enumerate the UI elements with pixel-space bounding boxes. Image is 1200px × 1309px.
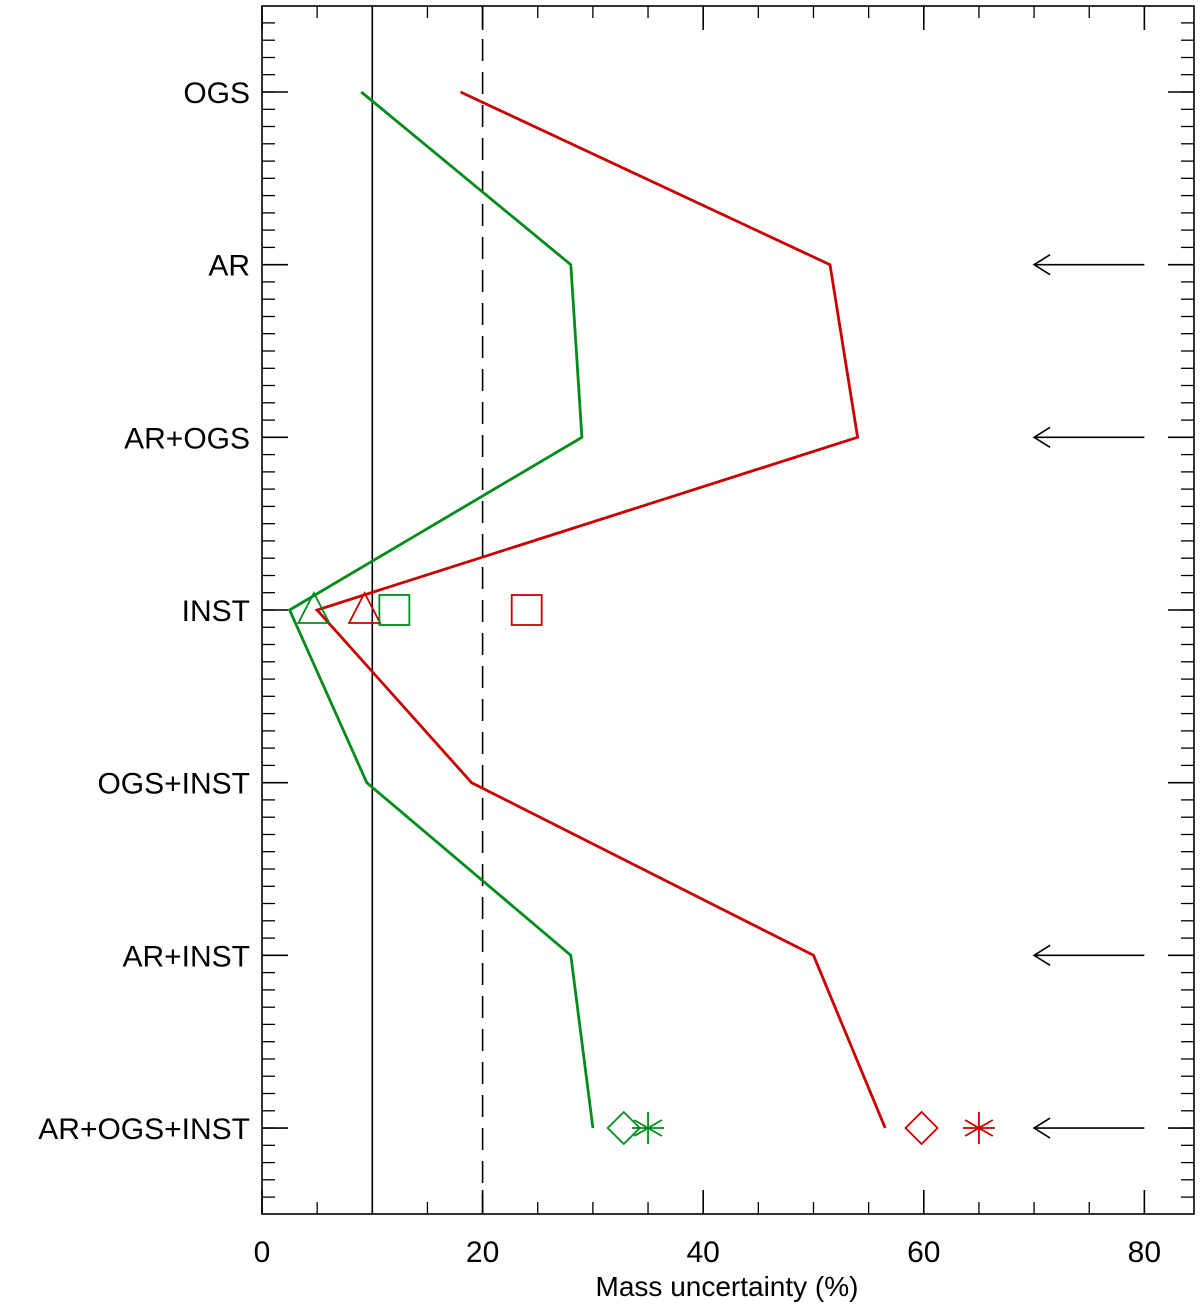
square-marker <box>378 594 411 626</box>
arrow-head <box>1032 1117 1051 1139</box>
limit-arrow <box>1032 1117 1145 1139</box>
plot-frame <box>261 5 1195 1215</box>
y-category-label: AR+OGS <box>124 422 250 455</box>
x-tick-label: 80 <box>1128 1236 1161 1269</box>
series-line-2 <box>314 90 887 1129</box>
arrow-layer <box>1032 253 1145 1139</box>
x-tick-label: 20 <box>466 1236 499 1269</box>
diamond-marker <box>904 1110 939 1146</box>
asterisk-marker <box>962 1112 995 1145</box>
arrow-head <box>1032 253 1051 276</box>
y-category-label: AR+OGS+INST <box>38 1113 250 1146</box>
x-axis-title: Mass uncertainty (%) <box>596 1271 859 1302</box>
marker-layer <box>296 591 995 1146</box>
series-line-1 <box>287 90 595 1129</box>
arrow-head <box>1032 944 1051 967</box>
minor-ticks <box>262 6 1194 1214</box>
triangle-marker <box>296 591 331 624</box>
arrow-head <box>1032 426 1051 449</box>
y-category-label: AR+INST <box>122 940 250 973</box>
y-category-label: OGS <box>183 77 250 110</box>
diamond-marker <box>606 1110 642 1146</box>
y-category-label: OGS+INST <box>97 768 250 801</box>
y-category-label: AR <box>208 250 250 283</box>
series-layer <box>287 90 887 1129</box>
limit-arrow <box>1032 253 1145 276</box>
asterisk-marker <box>632 1112 665 1145</box>
triangle-marker <box>347 591 382 624</box>
y-axis: OGS AR AR+OGS INST OGS+INST AR+INST AR+OGS+INS… <box>38 77 1194 1146</box>
y-category-label: INST <box>182 595 250 628</box>
x-tick-label: 40 <box>686 1236 719 1269</box>
limit-arrow <box>1032 426 1145 449</box>
x-axis: 0 20 40 60 80 <box>254 6 1161 1269</box>
square-marker <box>510 594 543 626</box>
limit-arrow <box>1032 944 1145 967</box>
x-tick-label: 0 <box>254 1236 271 1269</box>
x-tick-label: 60 <box>907 1236 940 1269</box>
reference-lines <box>371 6 484 1214</box>
